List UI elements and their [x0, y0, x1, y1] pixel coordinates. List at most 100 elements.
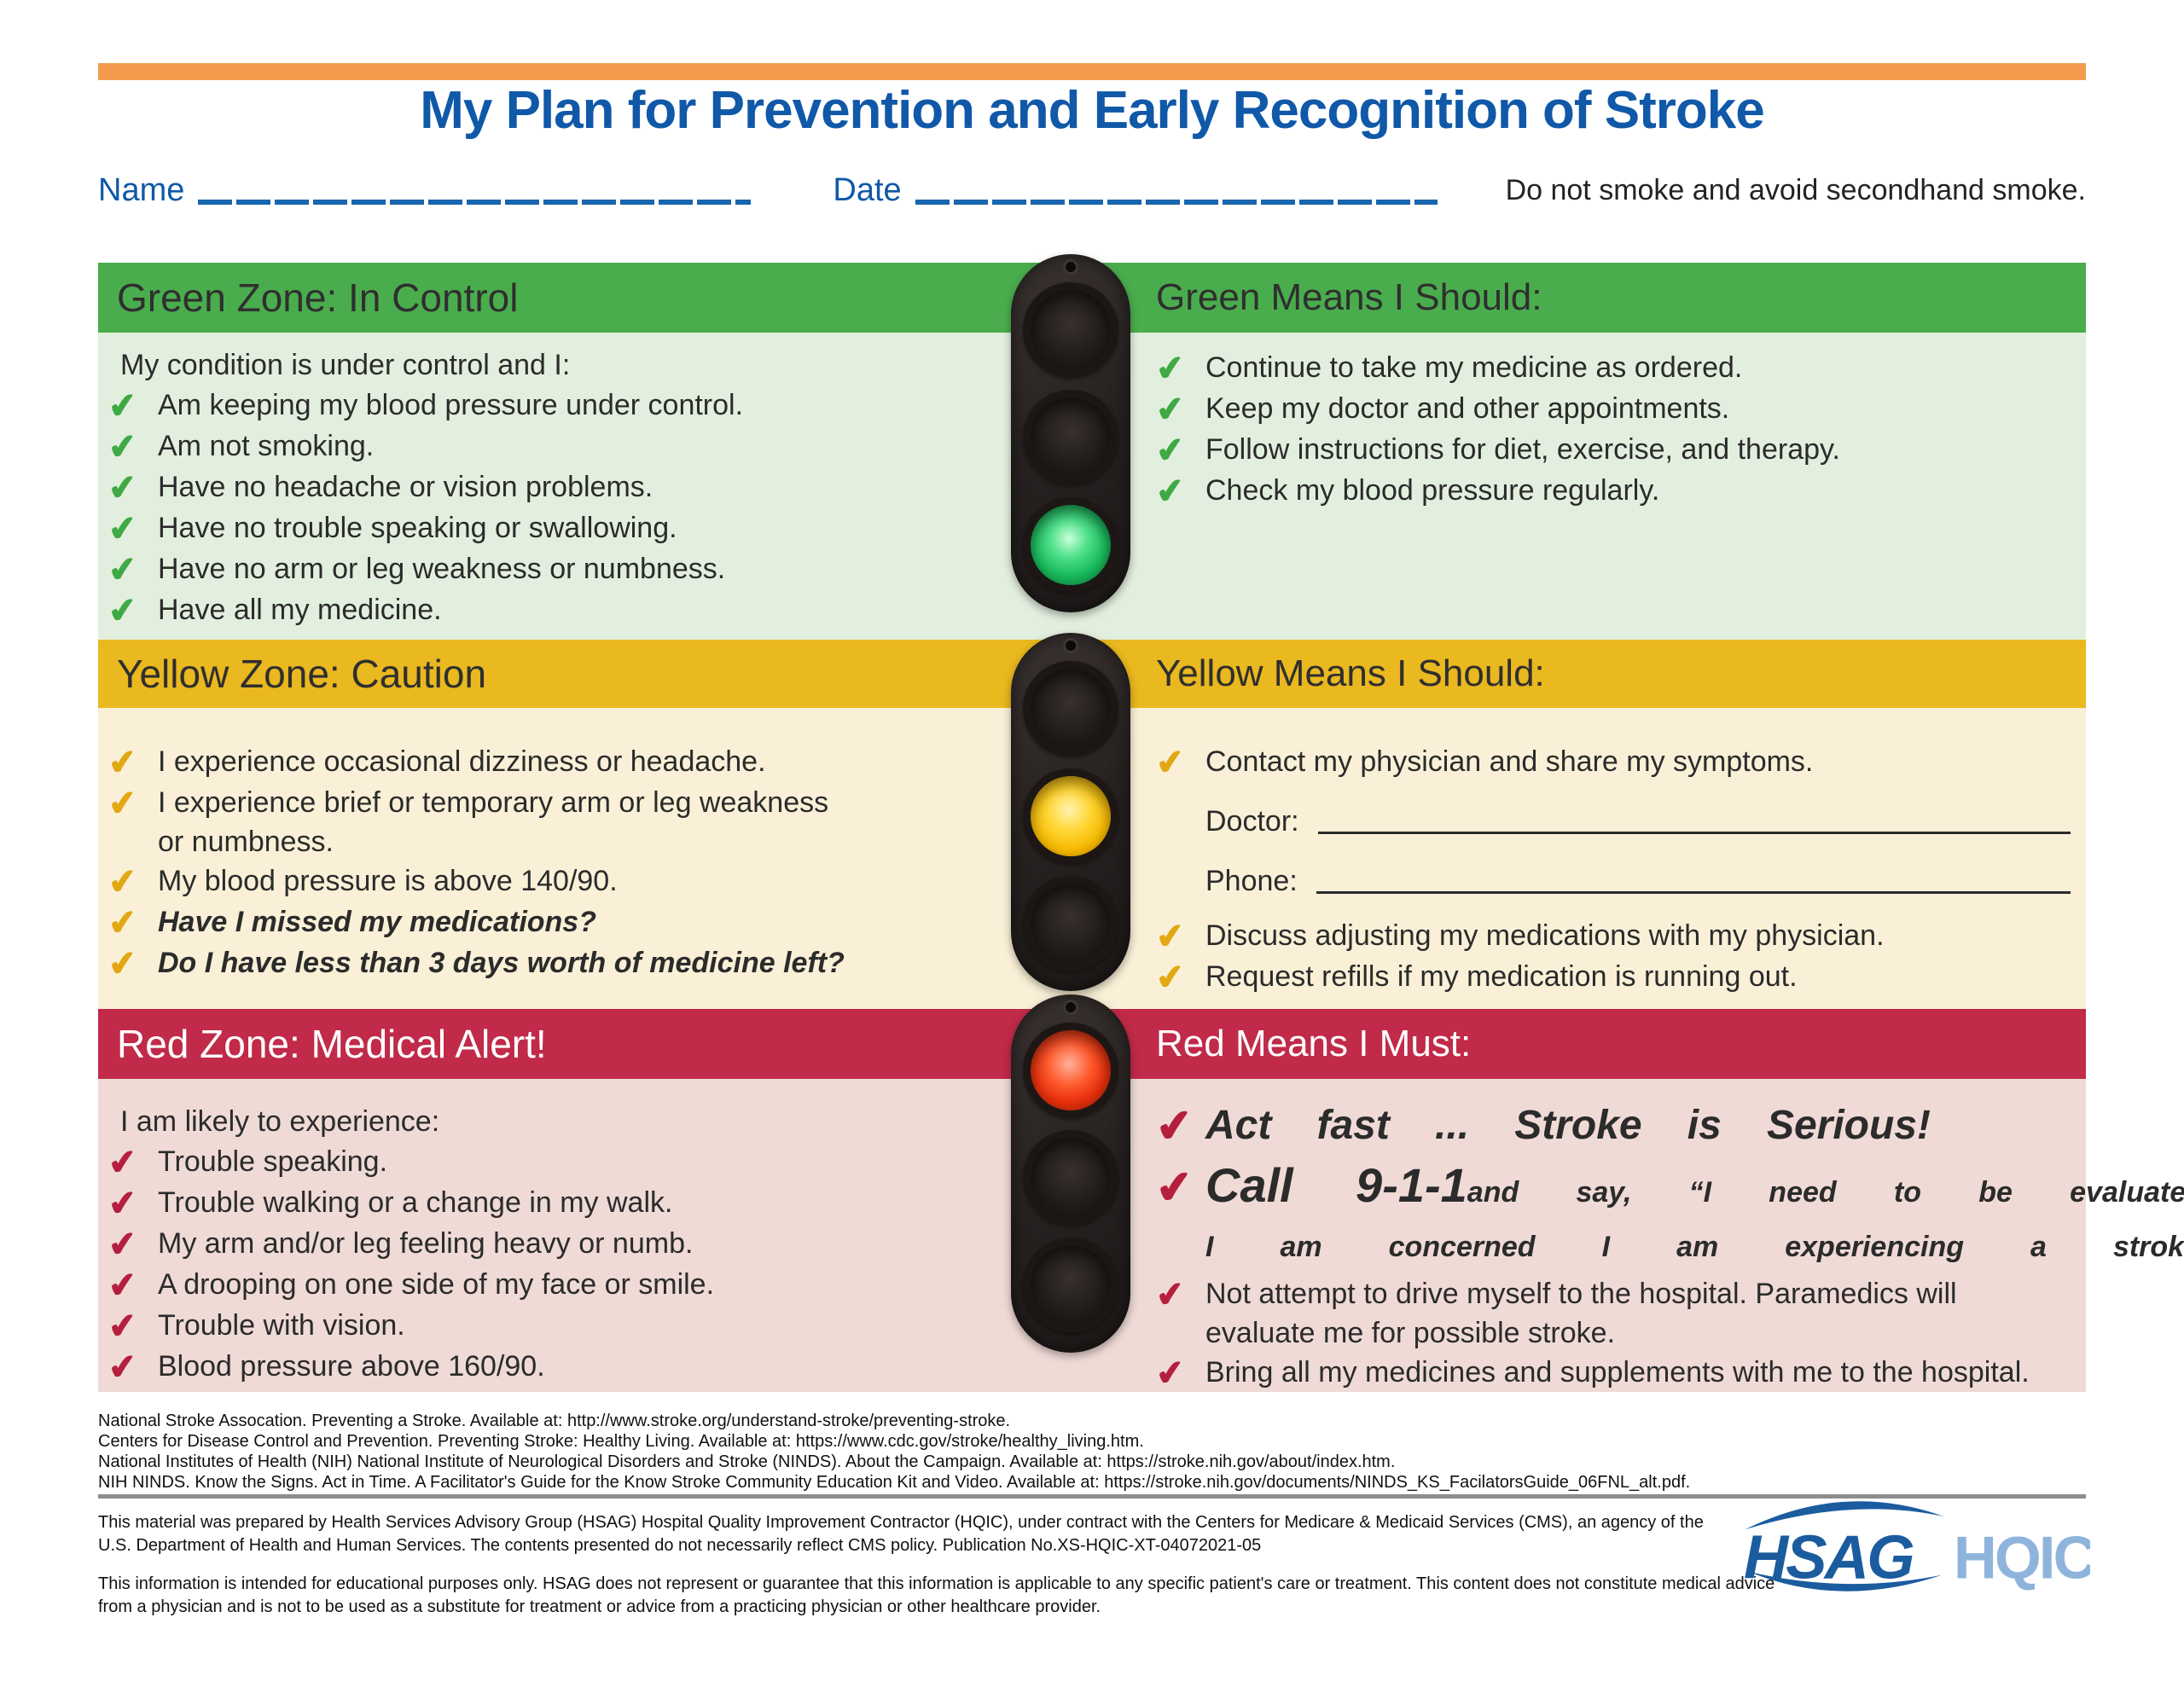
checklist-item-label: Trouble walking or a change in my walk.	[158, 1186, 673, 1219]
check-icon: ✔	[106, 902, 139, 943]
logo-bottom-swoosh-icon	[1748, 1571, 1943, 1591]
yellow-zone-title: Yellow Zone: Caution	[117, 652, 487, 696]
check-icon: ✔	[106, 1142, 139, 1183]
checklist-item: ✔ I experience brief or temporary arm or …	[106, 783, 1013, 861]
checklist-item-label: Have no trouble speaking or swallowing.	[158, 512, 677, 544]
check-icon: ✔	[1153, 1161, 1196, 1215]
green-lens-off-icon	[1023, 1238, 1118, 1333]
red-lens-off-icon	[1023, 282, 1118, 378]
act-fast-text: Act fast ... Stroke is Serious!	[1205, 1103, 1931, 1148]
checklist-item-label: Do I have less than 3 days worth of medi…	[158, 947, 845, 979]
check-icon: ✔	[1153, 348, 1187, 389]
green-right-list: ✔ Continue to take my medicine as ordered…	[1153, 333, 2074, 512]
red-intro: I am likely to experience:	[120, 1105, 440, 1138]
citation-line: Centers for Disease Control and Preventi…	[98, 1432, 1144, 1451]
phone-label: Phone:	[1205, 865, 1298, 897]
checklist-item: ✔ Discuss adjusting my medications with m…	[1153, 916, 2074, 957]
check-icon: ✔	[106, 386, 139, 426]
citation-line: National Institutes of Health (NIH) Nati…	[98, 1452, 1396, 1471]
checklist-item-label: Blood pressure above 160/90.	[158, 1350, 545, 1383]
check-icon: ✔	[106, 861, 139, 902]
call-911-text: Call 9-1-1and say, “I need to be evaluat…	[1205, 1157, 2184, 1226]
checklist-item-label: Am keeping my blood pressure under contr…	[158, 389, 744, 421]
no-smoke-note: Do not smoke and avoid secondhand smoke.	[1505, 174, 2086, 206]
logo-top-swoosh-icon	[1745, 1501, 1944, 1530]
check-icon: ✔	[1153, 1274, 1187, 1315]
check-icon: ✔	[106, 1347, 139, 1388]
checklist-item-label: Trouble speaking.	[158, 1145, 388, 1178]
screw-icon	[1063, 1000, 1078, 1015]
screw-icon	[1063, 259, 1078, 275]
checklist-item-label: Discuss adjusting my medications with my…	[1205, 919, 1885, 952]
check-icon: ✔	[1153, 916, 1187, 957]
checklist-item-label: Not attempt to drive myself to the hospi…	[1205, 1278, 1957, 1349]
yellow-lens-lit-icon	[1023, 768, 1118, 864]
checklist-item-label: Have all my medicine.	[158, 594, 442, 626]
check-icon: ✔	[1153, 1353, 1187, 1394]
green-lens-lit-icon	[1023, 497, 1118, 593]
logo-hsag-text: HSAG	[1744, 1522, 1914, 1591]
check-icon: ✔	[106, 1265, 139, 1306]
call-911-big: Call 9-1-1	[1205, 1158, 1467, 1212]
checklist-item-label: I experience occasional dizziness or hea…	[158, 745, 766, 778]
check-icon: ✔	[106, 783, 139, 824]
checklist-item-label: A drooping on one side of my face or smi…	[158, 1268, 715, 1301]
check-icon: ✔	[1153, 957, 1187, 998]
checklist-item: ✔ Have no arm or leg weakness or numbness…	[107, 549, 1013, 590]
check-icon: ✔	[1153, 471, 1187, 512]
checklist-item-label: Bring all my medicines and supplements w…	[1205, 1356, 2030, 1388]
checklist-item-label: My blood pressure is above 140/90.	[158, 865, 618, 897]
traffic-light-green	[1011, 254, 1130, 612]
check-icon: ✔	[1153, 430, 1187, 471]
yellow-left-list: ✔ I experience occasional dizziness or he…	[106, 708, 1013, 984]
checklist-item: ✔ Keep my doctor and other appointments.	[1154, 389, 2074, 430]
phone-blank-line[interactable]	[1316, 891, 2071, 894]
hsag-hqic-logo: HSAG HQIC	[1740, 1491, 2099, 1610]
checklist-item-label: My arm and/or leg feeling heavy or numb.	[158, 1227, 694, 1260]
green-lens-off-icon	[1023, 876, 1118, 971]
checklist-item: ✔ My blood pressure is above 140/90.	[106, 861, 1013, 902]
screw-icon	[1063, 638, 1078, 653]
green-zone-title: Green Zone: In Control	[117, 275, 519, 320]
checklist-item: ✔ Continue to take my medicine as ordered…	[1153, 348, 2074, 389]
top-accent-bar	[98, 63, 2086, 80]
checklist-item: ✔ Have I missed my medications?	[106, 902, 1013, 943]
checklist-item: ✔ Trouble walking or a change in my walk.	[106, 1183, 1013, 1224]
name-date-row: Name Date Do not smoke and avoid secondh…	[98, 171, 2086, 210]
check-icon: ✔	[106, 943, 139, 984]
phone-fill-row: Phone:	[1205, 856, 2074, 901]
check-icon: ✔	[106, 1183, 139, 1224]
checklist-item: ✔ Trouble with vision.	[106, 1306, 1013, 1347]
yellow-lens-off-icon	[1023, 390, 1118, 485]
check-icon: ✔	[106, 1306, 139, 1347]
checklist-item: ✔ Check my blood pressure regularly.	[1153, 471, 2074, 512]
check-icon: ✔	[106, 426, 139, 467]
check-icon: ✔	[106, 467, 139, 508]
checklist-item: ✔ Follow instructions for diet, exercise,…	[1153, 430, 2074, 471]
checklist-item: ✔ Request refills if my medication is run…	[1153, 957, 2074, 998]
checklist-item: ✔ Have no headache or vision problems.	[106, 467, 1013, 508]
yellow-right-list: ✔ Contact my physician and share my sympt…	[1153, 708, 2074, 998]
citation-line: NIH NINDS. Know the Signs. Act in Time. …	[98, 1473, 1691, 1492]
red-zone-title: Red Zone: Medical Alert!	[117, 1022, 547, 1066]
checklist-item: ✔ I experience occasional dizziness or he…	[107, 742, 1013, 783]
checklist-item: ✔ Not attempt to drive myself to the hosp…	[1153, 1274, 2074, 1353]
checklist-item: ✔ My arm and/or leg feeling heavy or numb…	[107, 1224, 1013, 1265]
checklist-item: ✔ Blood pressure above 160/90.	[106, 1347, 1013, 1388]
checklist-item-label: Trouble with vision.	[158, 1309, 405, 1342]
name-blank-line[interactable]	[198, 200, 752, 205]
green-left-list: My condition is under control and I: ✔ Am…	[106, 333, 1013, 631]
call-911-row: ✔ Call 9-1-1and say, “I need to be evalu…	[1153, 1157, 2184, 1226]
red-left-list: I am likely to experience: ✔ Trouble spea…	[106, 1079, 1013, 1388]
checklist-item-label: Have no headache or vision problems.	[158, 471, 653, 503]
zones-container: Green Zone: In Control Green Means I Sho…	[98, 254, 2184, 1394]
checklist-item-label: Request refills if my medication is runn…	[1205, 960, 1798, 993]
red-lens-lit-icon	[1023, 1023, 1118, 1118]
citation-line: National Stroke Assocation. Preventing a…	[98, 1412, 1011, 1430]
checklist-item-label: Have I missed my medications?	[158, 906, 596, 938]
checklist-item-label: Check my blood pressure regularly.	[1205, 474, 1660, 507]
date-blank-line[interactable]	[915, 200, 1438, 205]
doctor-blank-line[interactable]	[1317, 832, 2071, 834]
traffic-light-red	[1011, 994, 1130, 1353]
